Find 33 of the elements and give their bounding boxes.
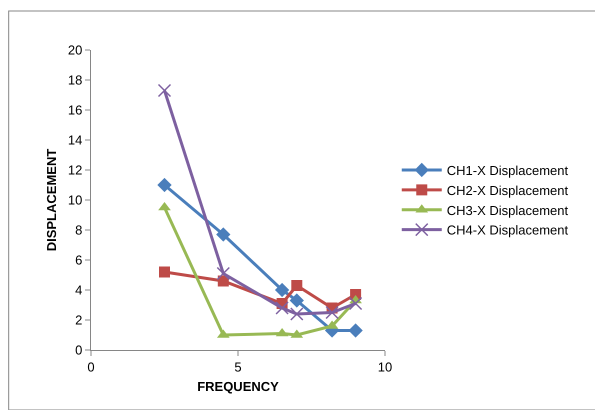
y-axis-title: DISPLACEMENT [44, 148, 59, 252]
point [325, 306, 339, 320]
y-tick-label: 2 [75, 312, 82, 328]
x-tick-label: 5 [234, 360, 242, 375]
point [291, 280, 302, 291]
y-tick-label: 20 [68, 42, 82, 58]
y-tick-label: 6 [75, 252, 82, 268]
point [158, 84, 172, 98]
point [348, 296, 362, 310]
point [290, 293, 304, 308]
point [157, 178, 172, 192]
point [159, 266, 170, 278]
point [274, 282, 290, 298]
y-tick-label: 12 [68, 162, 82, 178]
x-axis-title: FREQUENCY [197, 379, 280, 394]
x-tick-label: 0 [87, 360, 95, 375]
y-tick-label: 0 [75, 342, 82, 358]
legend-label: CH3-X Displacement [446, 202, 569, 218]
legend-label: CH2-X Displacement [446, 182, 569, 198]
legend-label: CH4-X Displacement [446, 222, 569, 238]
legend-label: CH1-X Displacement [446, 163, 569, 178]
y-tick-label: 4 [75, 282, 82, 298]
y-tick-label: 14 [68, 132, 82, 148]
point [275, 301, 289, 315]
point [348, 323, 363, 338]
y-tick-label: 8 [75, 222, 82, 238]
point [216, 266, 230, 280]
y-tick-label: 16 [68, 102, 82, 118]
point [290, 307, 304, 321]
x-tick-label: 10 [378, 360, 392, 375]
y-tick-label: 18 [68, 72, 82, 88]
y-tick-label: 10 [68, 192, 82, 208]
point [216, 227, 230, 242]
